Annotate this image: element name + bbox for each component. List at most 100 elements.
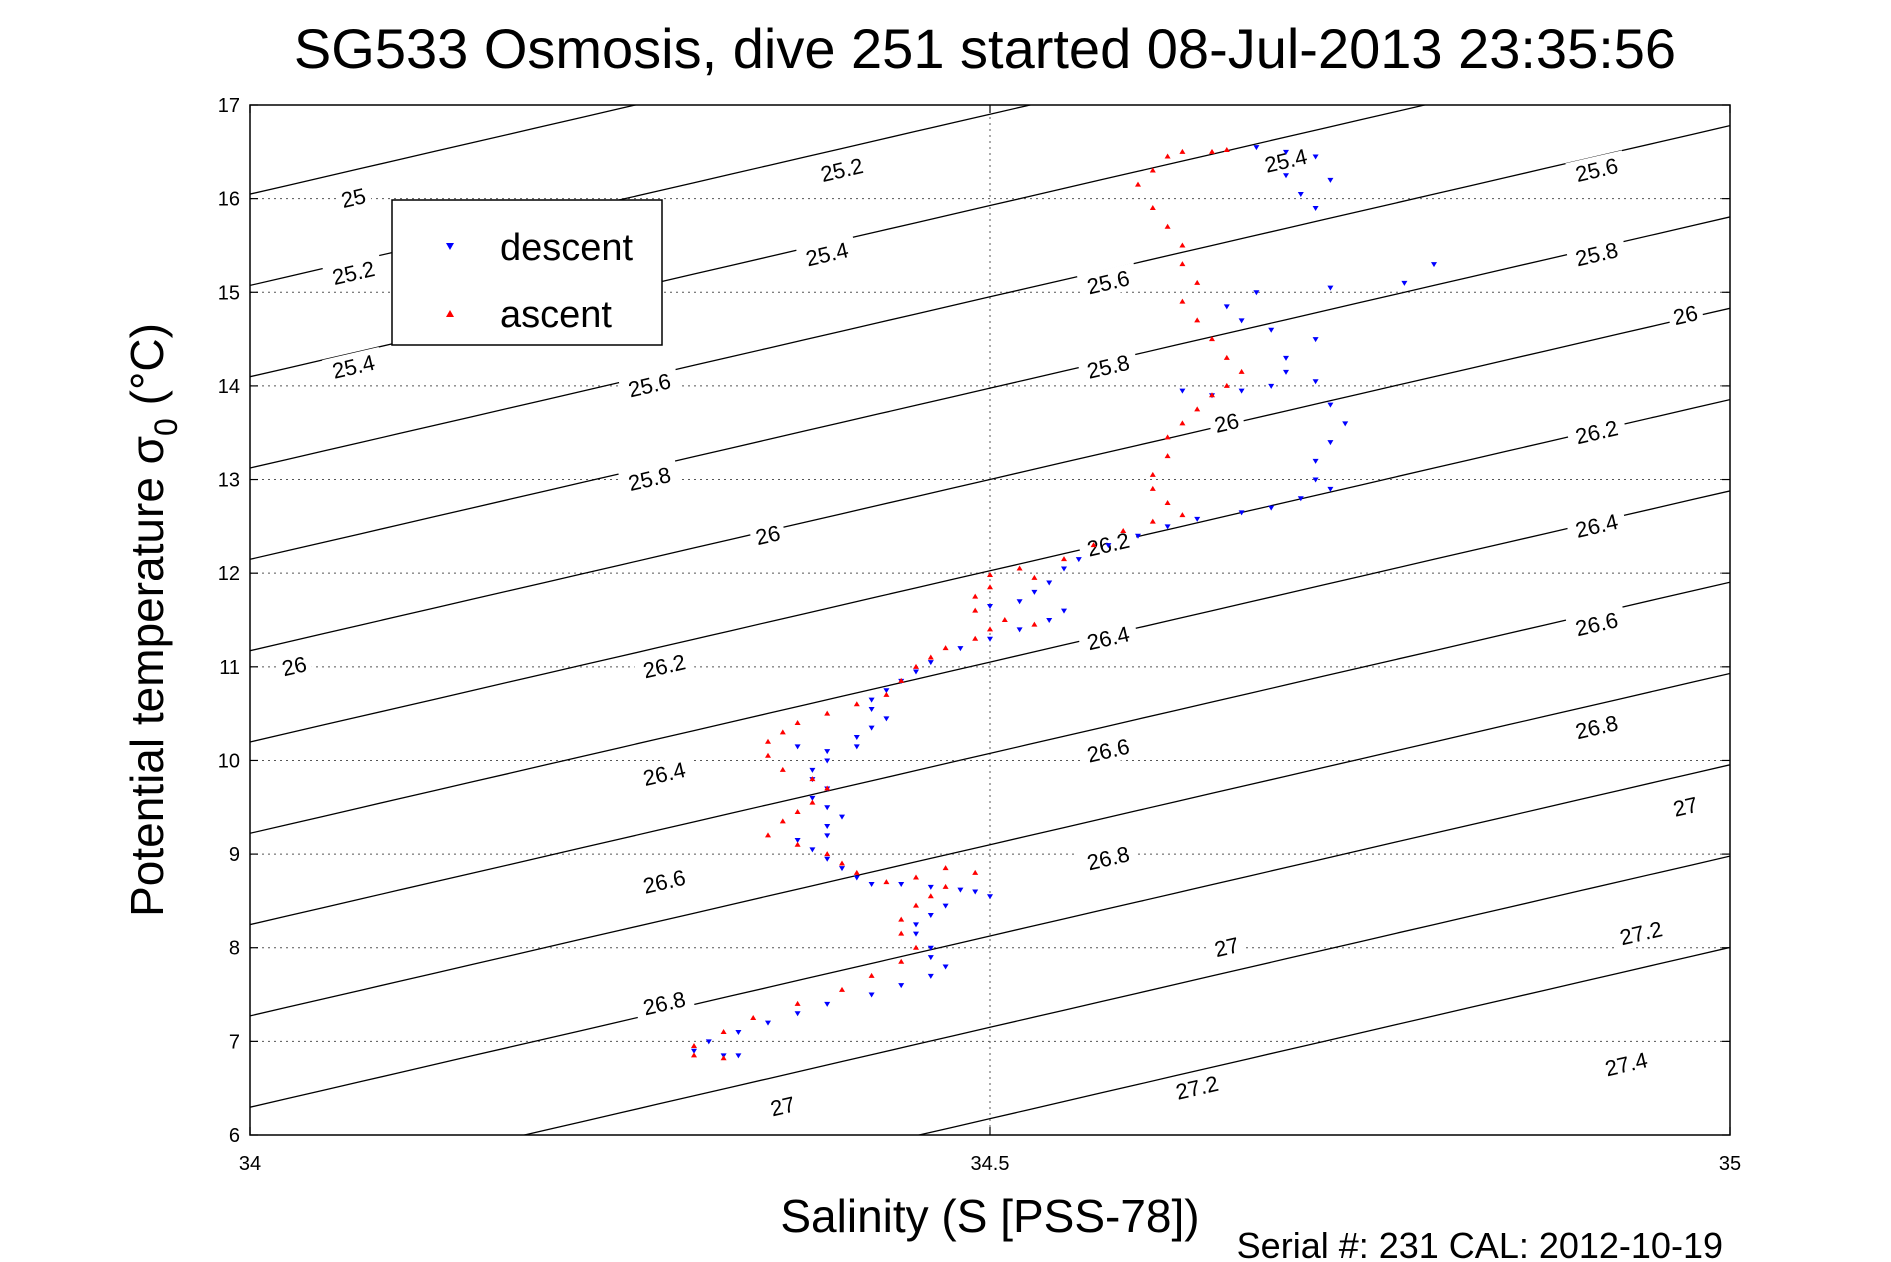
contour-label-bg (274, 649, 314, 683)
descent-point (927, 660, 934, 666)
ascent-point (809, 799, 816, 805)
ascent-point (1179, 242, 1186, 248)
ascent-point (824, 710, 831, 716)
descent-point (868, 697, 875, 703)
ascent-point (942, 865, 949, 871)
ascent-point (1194, 317, 1201, 323)
legend-descent-marker (446, 243, 454, 250)
ascent-point (1179, 298, 1186, 304)
ascent-point (913, 902, 919, 908)
contour-label-bg (618, 365, 681, 405)
ascent-point (1149, 471, 1156, 477)
descent-point (957, 646, 964, 652)
ascent-point (883, 691, 890, 697)
ascent-point (987, 626, 993, 632)
descent-point (824, 805, 831, 811)
y-tick-label: 8 (229, 938, 240, 960)
ascent-point (1179, 512, 1186, 518)
descent-point (824, 758, 831, 764)
ascent-point (779, 818, 786, 824)
ascent-point (691, 1043, 697, 1049)
descent-point (1046, 580, 1053, 586)
ascent-point (972, 635, 979, 641)
ascent-point (853, 701, 860, 707)
descent-point (987, 894, 993, 900)
contour-label-bg (748, 518, 788, 552)
descent-point (824, 833, 831, 839)
ascent-point (750, 1014, 757, 1020)
contour-label-bg (632, 754, 696, 793)
descent-point (809, 767, 816, 773)
ascent-point (1194, 279, 1201, 285)
x-tick-label: 34 (239, 1153, 261, 1175)
ascent-point (987, 572, 993, 578)
descent-point (868, 725, 875, 731)
y-axis-label-subscript: 0 (148, 418, 184, 436)
contour-label-bg (1207, 405, 1247, 439)
contour-label-bg (1665, 298, 1705, 332)
ascent-point (691, 1052, 697, 1058)
ascent-point (972, 869, 979, 875)
descent-point (1016, 599, 1023, 605)
contour-label-text: 27 (1212, 932, 1241, 962)
contour-label: 27 (763, 1089, 803, 1123)
descent-point (927, 945, 934, 951)
descent-point (839, 814, 845, 820)
ascent-point (1179, 148, 1186, 154)
contour-label-bg (1076, 262, 1140, 302)
legend-ascent-label: ascent (500, 294, 612, 336)
contour-label: 26 (1207, 405, 1247, 439)
contour-label-bg (1665, 789, 1705, 823)
descent-point (898, 882, 905, 888)
descent-point (794, 838, 801, 844)
density-contour-line (250, 398, 1730, 743)
ascent-point (972, 593, 979, 599)
descent-point (927, 884, 934, 890)
contour-label: 26 (1665, 298, 1705, 332)
contour-label-bg (1565, 604, 1628, 643)
descent-point (1016, 627, 1023, 633)
ascent-point (809, 776, 816, 782)
ascent-point (824, 851, 831, 857)
contour-label-text: 26 (753, 520, 782, 550)
descent-point (1327, 486, 1334, 492)
descent-point (1312, 458, 1319, 464)
contour-label-bg (333, 181, 373, 215)
x-tick-label: 35 (1719, 1153, 1741, 1175)
descent-point (1312, 337, 1319, 343)
y-tick-label: 14 (218, 376, 240, 398)
y-tick-label: 13 (218, 470, 240, 492)
density-contour-line (250, 672, 1730, 1017)
ascent-point (1209, 148, 1215, 154)
axis-ticks: 34 34.5 35 6 7 8 9 10 11 12 13 14 15 16 17 (218, 95, 1741, 1175)
ascent-point (898, 916, 905, 922)
descent-point (1238, 388, 1245, 394)
density-contour-line (250, 105, 639, 195)
x-axis-label: Salinity (S [PSS-78]) (780, 1190, 1199, 1242)
ascent-point (720, 1029, 727, 1034)
ascent-point (1223, 354, 1230, 360)
ascent-point (913, 663, 919, 669)
contour-label-bg (1594, 1044, 1658, 1084)
contour-label-bg (632, 646, 696, 686)
ascent-point (913, 944, 919, 950)
ascent-point (942, 883, 949, 889)
contour-label-bg (322, 253, 385, 292)
descent-point (1342, 421, 1349, 427)
contour-label: 25 (333, 181, 373, 215)
ascent-point (1164, 453, 1171, 459)
descent-point (824, 824, 831, 829)
descent-point (913, 931, 919, 937)
y-tick-label: 9 (229, 844, 240, 866)
descent-point (1046, 618, 1053, 623)
ascent-point (779, 766, 786, 772)
contour-label: 26 (274, 649, 314, 683)
density-contour-line (250, 764, 1730, 1108)
descent-point (1312, 477, 1319, 483)
descent-point (1223, 304, 1230, 310)
contour-label-bg (632, 983, 696, 1023)
descent-point (705, 1039, 712, 1045)
descent-point (927, 973, 934, 979)
descent-point (1312, 154, 1319, 160)
ascent-point (824, 785, 831, 791)
